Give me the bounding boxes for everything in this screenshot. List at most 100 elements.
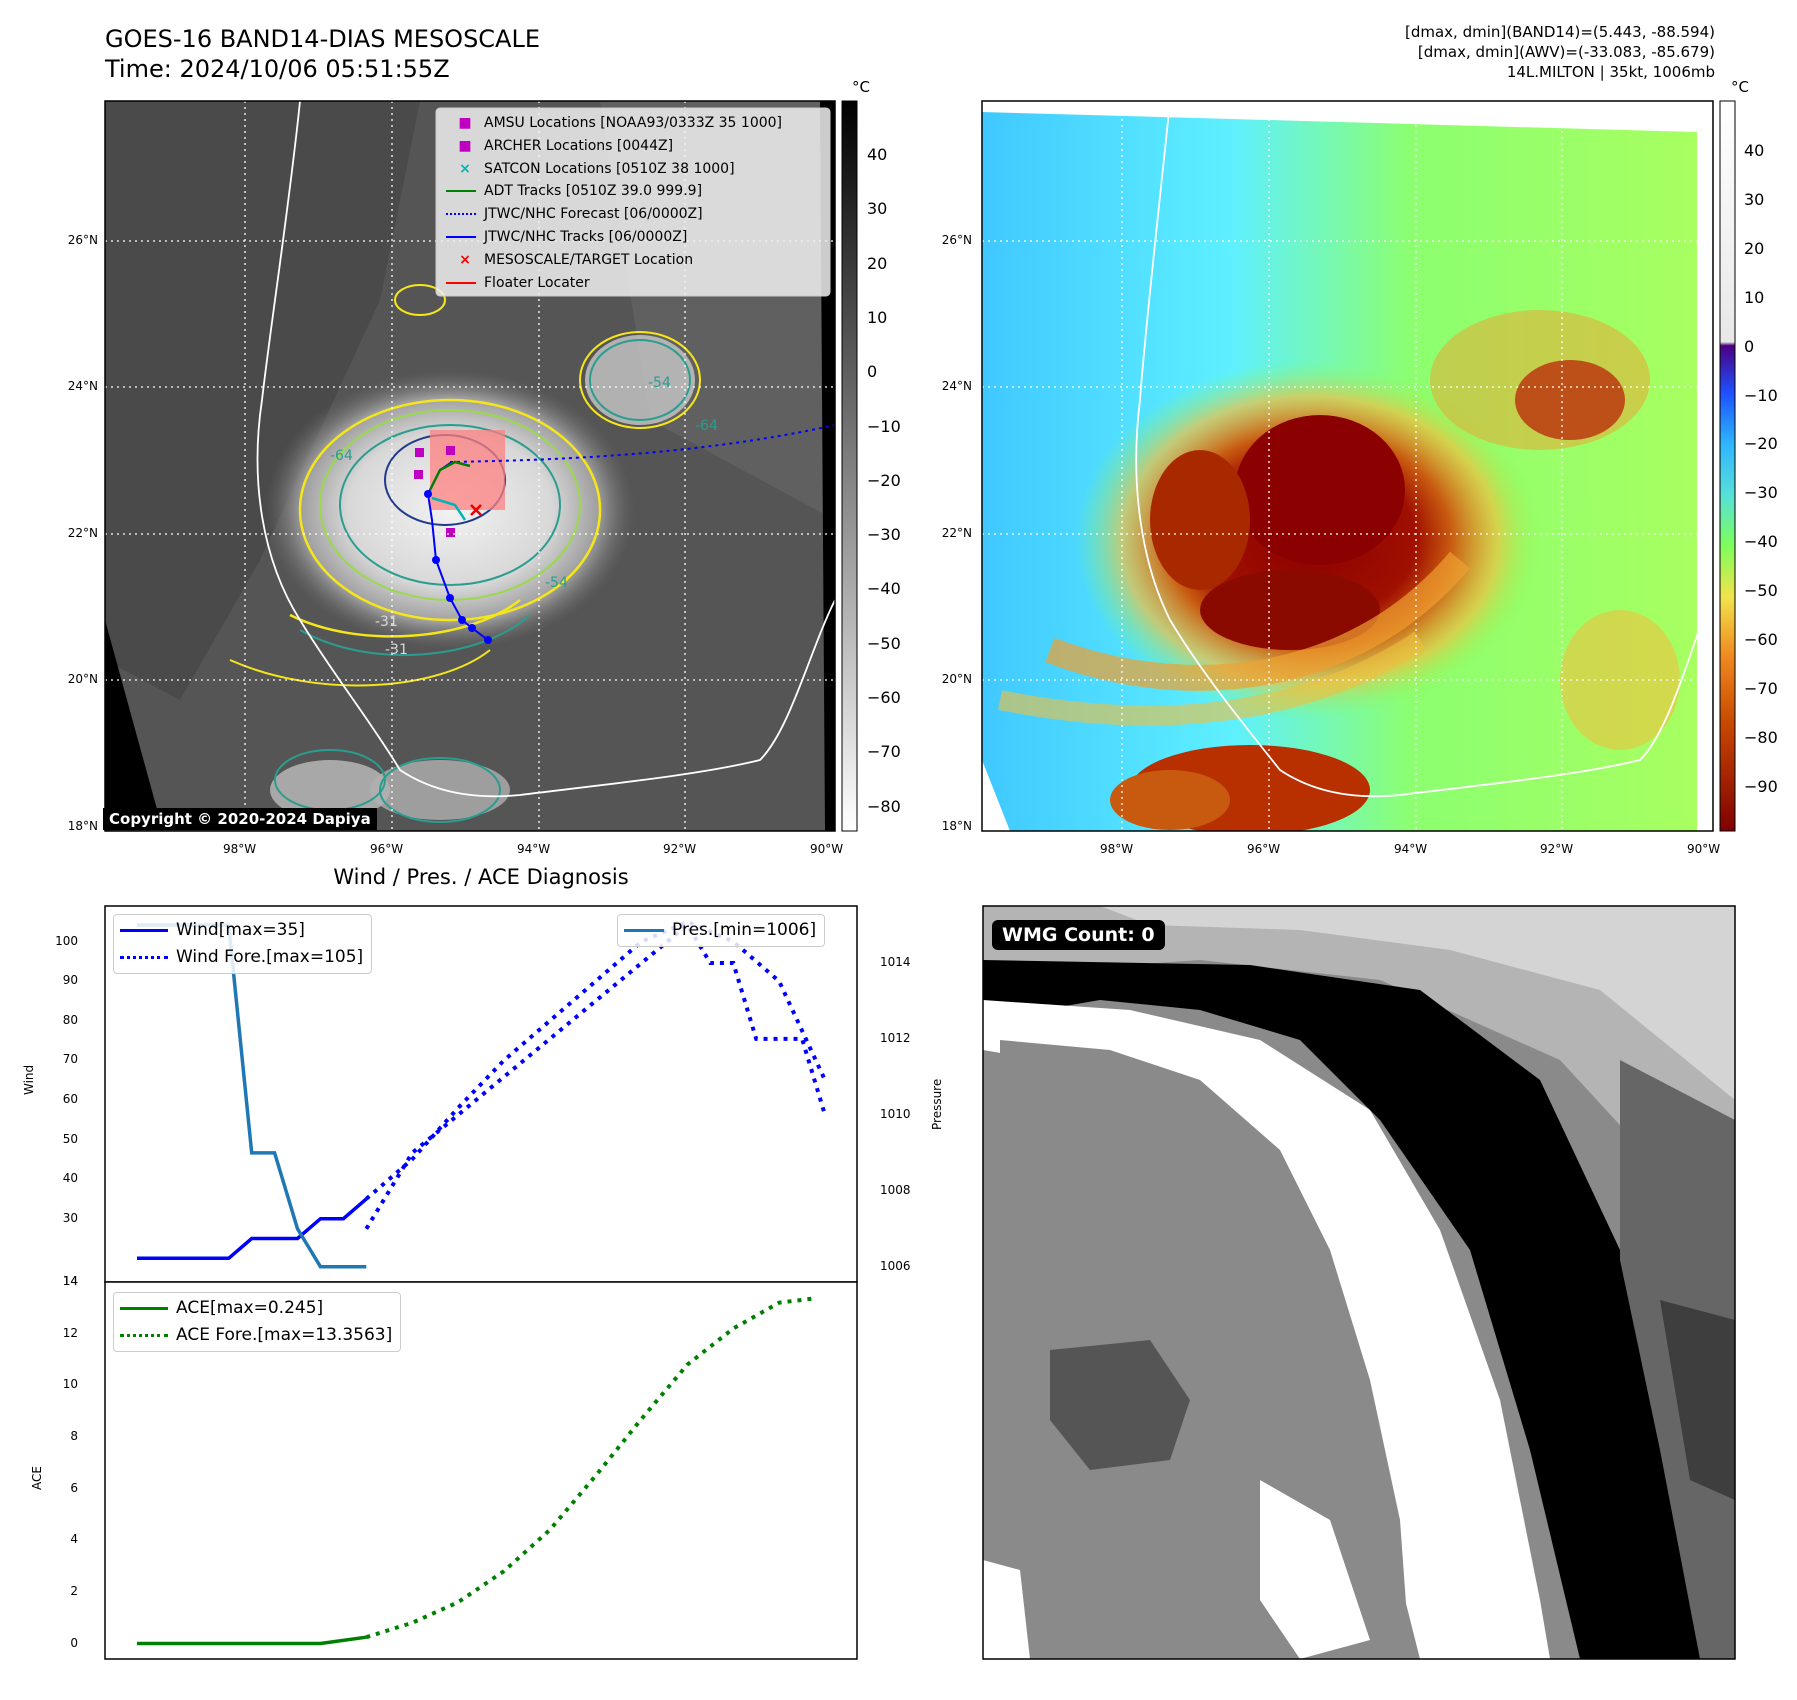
wind-legend: Wind[max=35] Wind Fore.[max=105] — [113, 914, 373, 974]
copyright-badge: Copyright © 2020-2024 Dapiya — [103, 808, 377, 830]
lon-tick-label: 98°W — [223, 842, 257, 856]
lat-tick-label: 24°N — [67, 379, 98, 393]
legend-entry-amsu: ■ AMSU Locations [NOAA93/0333Z 35 1000] — [446, 112, 782, 135]
lat-axis-left: 26°N 24°N 22°N 20°N 18°N — [0, 0, 110, 900]
gray-colorbar-unit: °C — [852, 78, 870, 96]
colorbar-tick-label: −80 — [1744, 727, 1778, 747]
ace-tick-label: 12 — [62, 1325, 78, 1340]
x-marker-icon: × — [459, 251, 471, 268]
colorbar-tick-label: 30 — [1744, 189, 1765, 209]
title-line2: Time: 2024/10/06 05:51:55Z — [105, 55, 450, 83]
wind-tick-label: 14 — [62, 1274, 78, 1288]
colorbar-tick-label: 20 — [1744, 238, 1765, 258]
square-marker-icon: ■ — [458, 137, 472, 154]
wind-tick-label: 80 — [62, 1012, 78, 1027]
legend-entry-satcon: × SATCON Locations [0510Z 38 1000] — [446, 158, 782, 181]
legend-entry-floater: Floater Locater — [446, 272, 782, 295]
x-marker-icon: × — [459, 160, 471, 177]
lon-tick-label: 90°W — [810, 842, 844, 856]
wind-tick-label: 60 — [62, 1091, 78, 1106]
stats-line3: 14L.MILTON | 35kt, 1006mb — [1506, 63, 1715, 81]
ace-tick-label: 14 — [62, 1274, 78, 1288]
color-colorbar — [1719, 100, 1736, 832]
wind-tick-label: 50 — [62, 1131, 78, 1146]
pressure-tick-label: 1008 — [880, 1182, 911, 1197]
lon-tick-label: 96°W — [1247, 842, 1281, 856]
stats-block: [dmax, dmin](BAND14)=(5.443, -88.594) [d… — [1405, 22, 1715, 82]
lon-tick-label: 94°W — [517, 842, 551, 856]
wind-yticks: 14 30 40 50 60 70 80 90 100 — [0, 0, 100, 1700]
wind-legend-entry: Wind[max=35] — [120, 917, 363, 944]
ace-legend-entry: ACE[max=0.245] — [120, 1295, 392, 1322]
colorbar-tick-label: 40 — [867, 145, 888, 164]
colorbar-tick-label: 30 — [867, 199, 888, 219]
pressure-series-1-line — [364, 921, 827, 1230]
ace-tick-label: 8 — [70, 1428, 78, 1443]
ace-series-1-line — [365, 1296, 814, 1640]
colorbar-tick-label: −60 — [1744, 630, 1778, 649]
lon-axis-left: 98°W 96°W 94°W 92°W 90°W — [0, 842, 900, 862]
dotted-line-icon — [120, 955, 168, 959]
lon-tick-label: 96°W — [370, 842, 404, 856]
pressure-tick-label: 1012 — [880, 1030, 911, 1045]
lon-tick-label: 90°W — [1687, 842, 1721, 856]
wind-tick-label: 70 — [62, 1052, 78, 1067]
contour-label: -54 — [648, 375, 671, 391]
lat-tick-label: 18°N — [941, 819, 972, 833]
line-marker-icon — [120, 928, 168, 932]
pressure-legend-entry: Pres.[min=1006] — [624, 917, 816, 944]
pressure-tick-label: 1006 — [880, 1258, 911, 1273]
line-marker-icon — [624, 928, 664, 932]
colorbar-tick-label: 40 — [1744, 141, 1765, 160]
contour-label: -31 — [385, 642, 408, 658]
lon-tick-label: 94°W — [1394, 842, 1428, 856]
colorbar-tick-label: −30 — [867, 525, 901, 545]
contour-label: -64 — [695, 418, 718, 434]
wind-tick-label: 40 — [62, 1171, 78, 1186]
line-marker-icon — [120, 1306, 168, 1310]
color-map-gridlines — [982, 101, 1713, 831]
wmg-imagery — [983, 906, 1735, 1659]
dotted-line-icon — [120, 1333, 168, 1337]
ace-legend: ACE[max=0.245] ACE Fore.[max=13.3563] — [113, 1292, 402, 1352]
lat-tick-label: 24°N — [941, 379, 972, 393]
stats-line2: [dmax, dmin](AWV)=(-33.083, -85.679) — [1417, 43, 1715, 61]
colorbar-tick-label: −70 — [1744, 678, 1778, 698]
ace-tick-label: 6 — [70, 1480, 78, 1495]
colorbar-tick-label: −20 — [867, 470, 901, 490]
colorbar-tick-label: −60 — [867, 688, 901, 707]
colorbar-tick-label: −50 — [1744, 581, 1778, 601]
colorbar-tick-label: 0 — [1744, 336, 1755, 356]
colorbar-tick-label: 0 — [867, 362, 878, 382]
legend-entry-target: × MESOSCALE/TARGET Location — [446, 249, 782, 272]
wind-tick-label: 30 — [62, 1210, 78, 1225]
ace-tick-label: 0 — [70, 1635, 78, 1650]
stats-line1: [dmax, dmin](BAND14)=(5.443, -88.594) — [1404, 23, 1715, 41]
contour-label: -64 — [330, 448, 353, 464]
dotted-line-icon — [446, 213, 476, 216]
colorbar-tick-label: −40 — [867, 579, 901, 599]
wind-fore-legend-entry: Wind Fore.[max=105] — [120, 944, 363, 971]
color-map-imagery — [982, 101, 1713, 831]
ace-fore-legend-entry: ACE Fore.[max=13.3563] — [120, 1322, 392, 1349]
color-colorbar-unit: °C — [1731, 78, 1749, 96]
ace-series-0-line — [137, 1635, 367, 1646]
legend-entry-forecast: JTWC/NHC Forecast [06/0000Z] — [446, 203, 782, 226]
line-marker-icon — [446, 190, 476, 193]
ace-yticks: 0 2 4 6 8 10 12 14 — [0, 0, 100, 1700]
colorbar-tick-label: −50 — [867, 633, 901, 653]
ir-map-legend-entries: ■ AMSU Locations [NOAA93/0333Z 35 1000] ■… — [446, 112, 782, 294]
colorbar-tick-label: −10 — [1744, 385, 1778, 405]
legend-entry-tracks: JTWC/NHC Tracks [06/0000Z] — [446, 226, 782, 249]
colorbar-tick-label: −10 — [867, 416, 901, 436]
lon-axis-right: 98°W 96°W 94°W 92°W 90°W — [0, 842, 1797, 862]
contour-label: -54 — [545, 575, 568, 591]
ace-tick-label: 2 — [70, 1583, 78, 1598]
color-colorbar-ticks: 40 30 20 10 0 −10 −20 −30 −40 −50 −60 −70 −80 −90 — [1740, 0, 1797, 900]
wmg-count-badge: WMG Count: 0 — [992, 920, 1165, 950]
line-dot-icon — [446, 235, 476, 238]
ace-tick-label: 10 — [62, 1377, 78, 1392]
wind-series-0-line — [137, 1197, 368, 1261]
pressure-yticks: 1006 1008 1010 1012 1014 — [865, 0, 935, 1700]
